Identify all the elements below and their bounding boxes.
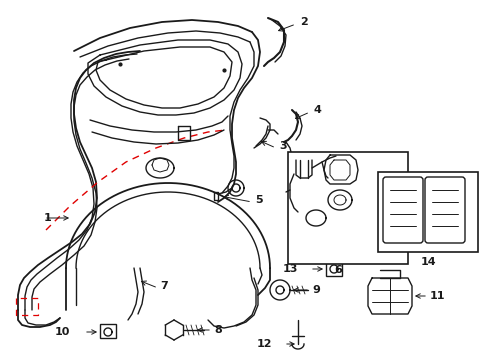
Text: 1: 1 <box>44 213 52 223</box>
Text: 6: 6 <box>333 265 341 275</box>
Text: 9: 9 <box>311 285 319 295</box>
Text: 3: 3 <box>279 141 286 151</box>
Bar <box>325 262 341 276</box>
Text: 14: 14 <box>419 257 435 267</box>
Bar <box>287 152 407 264</box>
Text: 5: 5 <box>254 195 262 205</box>
Text: 10: 10 <box>55 327 70 337</box>
Text: 12: 12 <box>256 339 271 349</box>
Text: 11: 11 <box>429 291 445 301</box>
Bar <box>377 172 477 252</box>
Text: 4: 4 <box>312 105 320 115</box>
Text: 13: 13 <box>282 264 297 274</box>
Text: 7: 7 <box>160 281 167 291</box>
Bar <box>100 324 116 338</box>
Text: 8: 8 <box>214 325 221 335</box>
Text: 2: 2 <box>299 17 307 27</box>
